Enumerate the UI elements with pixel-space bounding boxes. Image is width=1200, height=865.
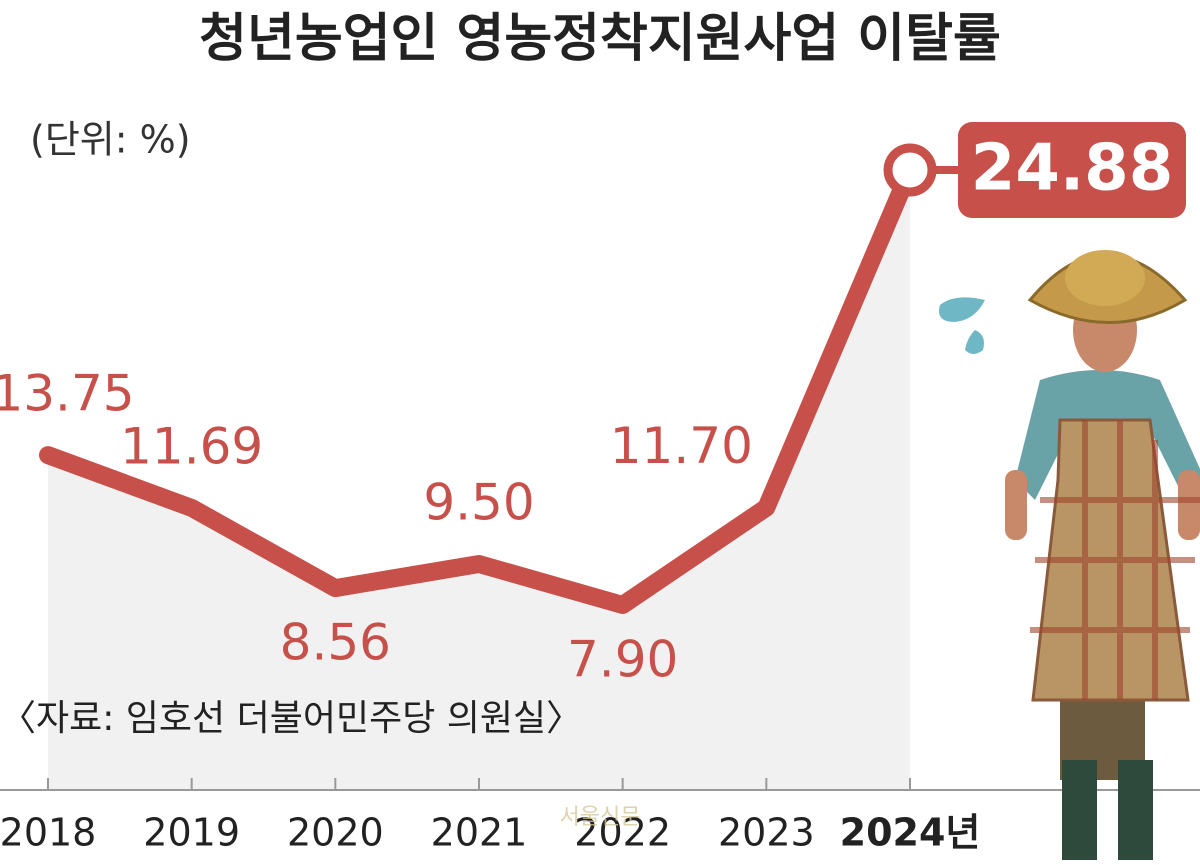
data-label: 8.56 (280, 614, 391, 672)
chart-subtitle: (단위: %) (30, 118, 191, 162)
x-tick-label: 2019 (143, 811, 240, 855)
shirt (1015, 370, 1200, 500)
data-label: 7.90 (567, 631, 678, 689)
arm (1178, 470, 1200, 540)
x-tick-label: 2021 (431, 811, 528, 855)
value-badge (958, 122, 1186, 218)
x-tick-label: 2024년 (840, 811, 981, 855)
data-label: 11.70 (610, 417, 753, 475)
farmer-illustration (939, 250, 1200, 860)
line (39, 161, 919, 614)
sweat-drop (939, 297, 985, 322)
area (48, 170, 910, 790)
point-marker (883, 143, 937, 197)
source-note: 〈자료: 임호선 더불어민주당 의원실〉 (0, 698, 582, 739)
data-label: 11.69 (120, 417, 263, 475)
apron-pattern (1030, 420, 1200, 700)
boot (1118, 760, 1153, 860)
watermark: 서울신문 (560, 805, 641, 830)
data-label: 24.88 (971, 132, 1173, 206)
hat-crown (1065, 250, 1145, 306)
x-tick-label: 2020 (287, 811, 384, 855)
chart-title: 청년농업인 영농정착지원사업 이탈률 (199, 9, 1001, 69)
x-tick-label: 2022 (574, 811, 671, 855)
arm (1005, 470, 1027, 540)
data-label: 13.75 (0, 365, 135, 423)
data-label: 9.50 (423, 474, 534, 532)
boot (1062, 760, 1097, 860)
x-tick-label: 2018 (0, 811, 96, 855)
x-tick-label: 2023 (718, 811, 815, 855)
sweat-drop (965, 330, 984, 354)
